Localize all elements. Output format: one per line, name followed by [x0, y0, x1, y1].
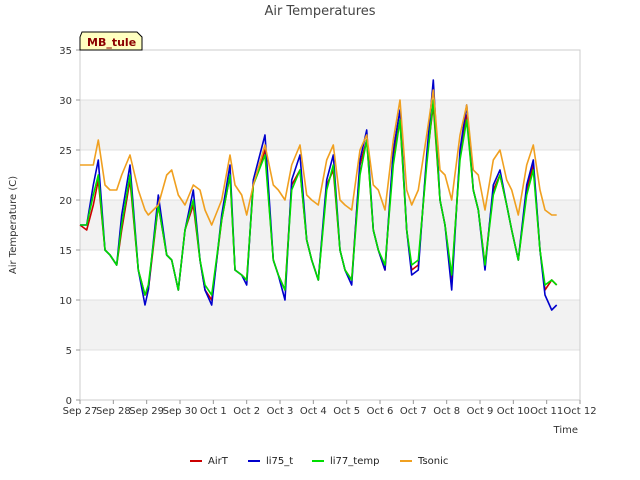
x-tick-label: Oct 4: [300, 406, 327, 417]
x-axis-title: Time: [553, 425, 578, 436]
x-tick-label: Oct 6: [367, 406, 394, 417]
x-tick-label: Oct 9: [467, 406, 494, 417]
site-badge: MB_tule: [79, 31, 143, 51]
y-tick-label: 10: [59, 296, 72, 307]
y-axis-title: Air Temperature (C): [8, 176, 19, 274]
series-line-tsonic: [80, 89, 557, 226]
grid-bands: [80, 100, 580, 350]
y-tick-label: 20: [59, 196, 72, 207]
x-tick-label: Sep 29: [129, 406, 164, 417]
x-tick-label: Oct 7: [400, 406, 427, 417]
grid-band: [80, 200, 580, 250]
x-tick-label: Sep 30: [163, 406, 198, 417]
y-axis-ticks: 0 5 10 15 20 25 30 35: [59, 46, 80, 407]
y-tick-label: 30: [59, 96, 72, 107]
x-tick-label: Oct 1: [200, 406, 227, 417]
site-badge-shape: [79, 31, 143, 51]
y-tick-label: 25: [59, 146, 72, 157]
y-tick-label: 35: [59, 46, 72, 57]
x-tick-label: Oct 3: [267, 406, 294, 417]
legend-label: li77_temp: [330, 456, 379, 467]
legend-label: AirT: [208, 456, 229, 467]
y-tick-label: 5: [66, 346, 72, 357]
series-lines: [79, 79, 558, 311]
x-tick-label: Sep 28: [96, 406, 131, 417]
x-tick-label: Oct 8: [433, 406, 460, 417]
x-tick-label: Oct 12: [563, 406, 596, 417]
grid-band: [80, 300, 580, 350]
x-tick-label: Sep 27: [63, 406, 98, 417]
grid-band: [80, 100, 580, 150]
x-tick-label: Oct 10: [497, 406, 530, 417]
x-tick-label: Oct 2: [233, 406, 260, 417]
y-tick-label: 0: [66, 396, 72, 407]
legend: AirT li75_t li77_temp Tsonic: [190, 456, 448, 467]
x-tick-label: Oct 5: [333, 406, 360, 417]
y-tick-label: 15: [59, 246, 72, 257]
x-tick-label: Oct 11: [530, 406, 563, 417]
legend-label: li75_t: [266, 456, 293, 467]
chart-title: Air Temperatures: [264, 4, 375, 19]
legend-label: Tsonic: [417, 456, 448, 467]
site-badge-label: MB_tule: [87, 36, 136, 49]
series-line-li77-temp: [80, 99, 558, 296]
